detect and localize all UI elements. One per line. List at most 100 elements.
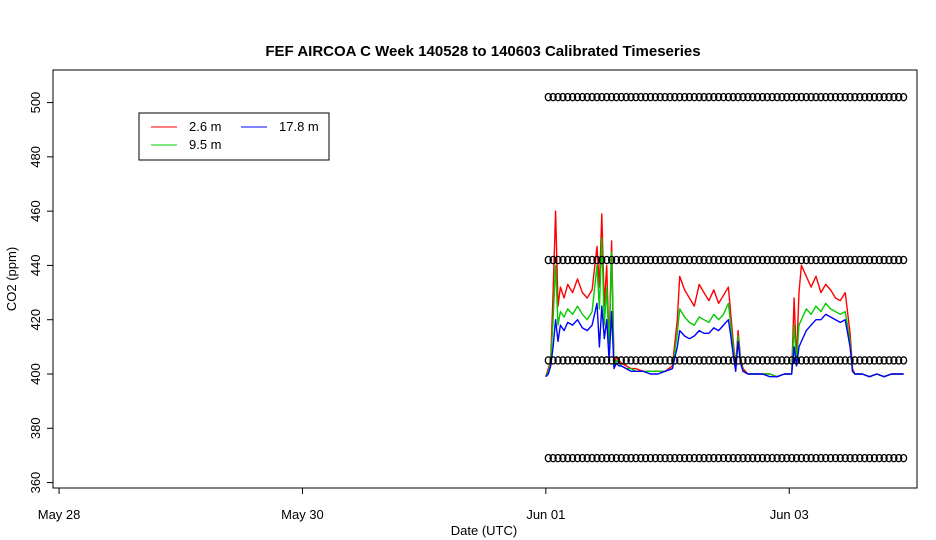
x-axis-label: Date (UTC): [451, 523, 517, 538]
calibration-point: [719, 92, 728, 102]
calibration-point: [851, 453, 859, 463]
calibration-point: [826, 356, 835, 365]
calibration-point: [641, 356, 650, 365]
calibration-point: [690, 255, 698, 265]
x-tick-label: May 28: [38, 507, 81, 522]
calibration-point: [588, 453, 596, 463]
calibration-point: [836, 356, 844, 365]
calibration-point: [690, 453, 698, 463]
calibration-point: [676, 356, 684, 365]
calibration-point: [637, 255, 645, 265]
calibration-point: [831, 356, 840, 365]
calibration-point: [656, 92, 664, 102]
calibration-point: [851, 356, 859, 365]
calibration-point: [749, 92, 757, 102]
calibration-point: [676, 255, 684, 265]
calibration-point: [797, 92, 806, 102]
calibration-point: [637, 356, 645, 365]
calibration-point: [758, 255, 767, 265]
y-axis-label: CO2 (ppm): [4, 247, 19, 311]
calibration-point: [651, 453, 660, 463]
legend-label-9-5m: 9.5 m: [189, 137, 222, 152]
calibration-point: [758, 453, 767, 463]
calibration-point: [710, 356, 718, 365]
calibration-point: [554, 356, 562, 365]
calibration-point: [841, 453, 849, 463]
calibration-point: [778, 453, 786, 463]
calibration-point: [822, 255, 830, 265]
calibration-point: [861, 255, 869, 265]
calibration-point: [632, 255, 640, 265]
series-line-2: [545, 302, 904, 378]
calibration-point: [788, 356, 796, 365]
calibration-point: [612, 255, 621, 265]
calibration-point: [651, 255, 660, 265]
calibration-point: [646, 453, 655, 463]
calibration-point: [885, 356, 893, 365]
calibration-point: [768, 356, 776, 365]
calibration-point: [841, 255, 849, 265]
y-tick-label: 360: [28, 472, 43, 494]
calibration-point: [807, 92, 815, 102]
calibration-point: [598, 356, 606, 365]
calibration-point: [617, 255, 625, 265]
calibration-point: [554, 453, 562, 463]
calibration-point: [744, 453, 752, 463]
calibration-point: [763, 255, 771, 265]
calibration-point: [812, 92, 820, 102]
calibration-point: [559, 92, 567, 102]
calibration-point: [812, 356, 820, 365]
chart-title: FEF AIRCOA C Week 140528 to 140603 Calib…: [265, 43, 700, 60]
calibration-point: [822, 356, 830, 365]
calibration-point: [603, 453, 611, 463]
calibration-point: [719, 453, 728, 463]
calibration-point: [753, 92, 762, 102]
plot-area: [52, 69, 918, 489]
calibration-point: [661, 92, 669, 102]
calibration-point: [817, 92, 825, 102]
calibration-point: [714, 453, 723, 463]
calibration-point: [666, 255, 674, 265]
calibration-point: [695, 255, 703, 265]
calibration-point: [719, 356, 728, 365]
calibration-point: [812, 255, 820, 265]
calibration-point: [646, 356, 655, 365]
calibration-point: [700, 356, 708, 365]
calibration-point: [797, 453, 806, 463]
calibration-point: [792, 92, 801, 102]
calibration-point: [710, 92, 718, 102]
calibration-point: [895, 92, 903, 102]
y-tick-label: 440: [28, 255, 43, 277]
calibration-point: [685, 255, 694, 265]
calibration-point: [846, 92, 854, 102]
calibration-point: [870, 356, 879, 365]
calibration-point: [690, 356, 698, 365]
calibration-point: [705, 92, 713, 102]
calibration-point: [792, 255, 801, 265]
calibration-point: [885, 92, 893, 102]
calibration-point: [622, 92, 630, 102]
calibration-point: [661, 356, 669, 365]
calibration-point: [705, 356, 713, 365]
x-tick-label: May 30: [281, 507, 324, 522]
calibration-point: [632, 356, 640, 365]
calibration-point: [549, 92, 557, 102]
calibration-point: [695, 356, 703, 365]
calibration-point: [890, 453, 898, 463]
calibration-point: [768, 453, 776, 463]
calibration-point: [724, 255, 733, 265]
calibration-point: [671, 92, 679, 102]
calibration-point: [870, 255, 879, 265]
calibration-point: [763, 92, 771, 102]
calibration-point: [856, 92, 864, 102]
calibration-point: [583, 453, 591, 463]
calibration-point: [559, 255, 567, 265]
series-line-0: [545, 210, 904, 378]
calibration-point: [856, 255, 864, 265]
calibration-point: [773, 453, 781, 463]
calibration-point: [729, 356, 737, 365]
calibration-point: [578, 356, 587, 365]
calibration-point: [749, 453, 757, 463]
calibration-point: [685, 453, 694, 463]
